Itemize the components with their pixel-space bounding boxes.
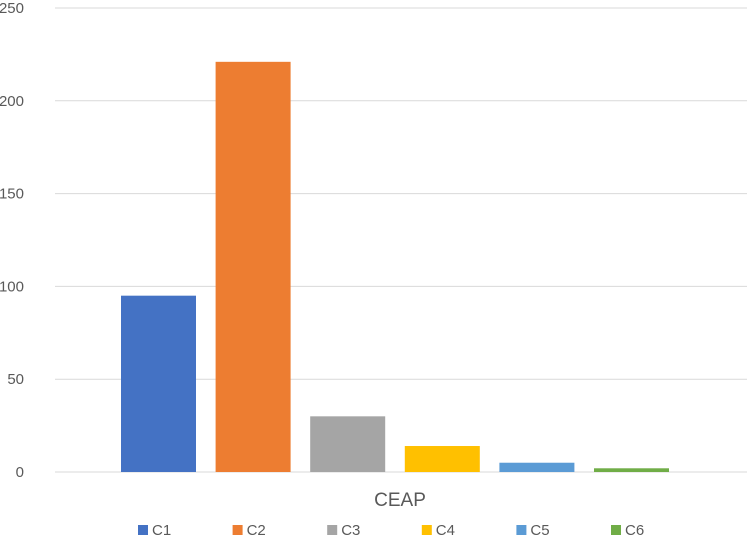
bar-c6: [594, 468, 669, 472]
legend-item-c6: C6: [611, 522, 644, 539]
legend-label: C3: [341, 522, 360, 539]
legend-item-c3: C3: [327, 522, 360, 539]
bar-c2: [215, 61, 291, 472]
legend-swatch: [421, 525, 432, 535]
legend-item-c1: C1: [138, 522, 171, 539]
y-tick-label: 200: [0, 93, 24, 110]
legend-swatch: [232, 525, 243, 535]
y-tick-label: 100: [0, 278, 24, 295]
bar-c3: [310, 416, 386, 472]
bar-c4: [404, 446, 480, 472]
legend-swatch: [138, 525, 148, 535]
x-axis-title: CEAP: [374, 490, 426, 511]
x-axis: CEAP: [374, 490, 426, 511]
legend-label: C4: [436, 522, 455, 539]
y-axis-ticks: 0 50 100 150 200 250: [0, 0, 24, 481]
legend-swatch: [516, 525, 527, 535]
y-tick-label: 150: [0, 186, 24, 203]
legend-label: C6: [625, 522, 644, 539]
legend-label: C5: [530, 522, 549, 539]
y-tick-label: 250: [0, 0, 24, 17]
y-tick-label: 0: [16, 464, 24, 481]
bar-c5: [499, 462, 575, 472]
bars: [121, 61, 669, 472]
legend-item-c5: C5: [516, 522, 550, 539]
bar-c1: [121, 295, 196, 472]
legend: C1 C2 C3 C4 C5 C6: [138, 522, 644, 539]
legend-item-c2: C2: [232, 522, 266, 539]
legend-swatch: [611, 525, 621, 535]
legend-label: C1: [152, 522, 171, 539]
legend-label: C2: [247, 522, 266, 539]
legend-item-c4: C4: [421, 522, 455, 539]
y-tick-label: 50: [7, 371, 24, 388]
legend-swatch: [327, 525, 338, 535]
